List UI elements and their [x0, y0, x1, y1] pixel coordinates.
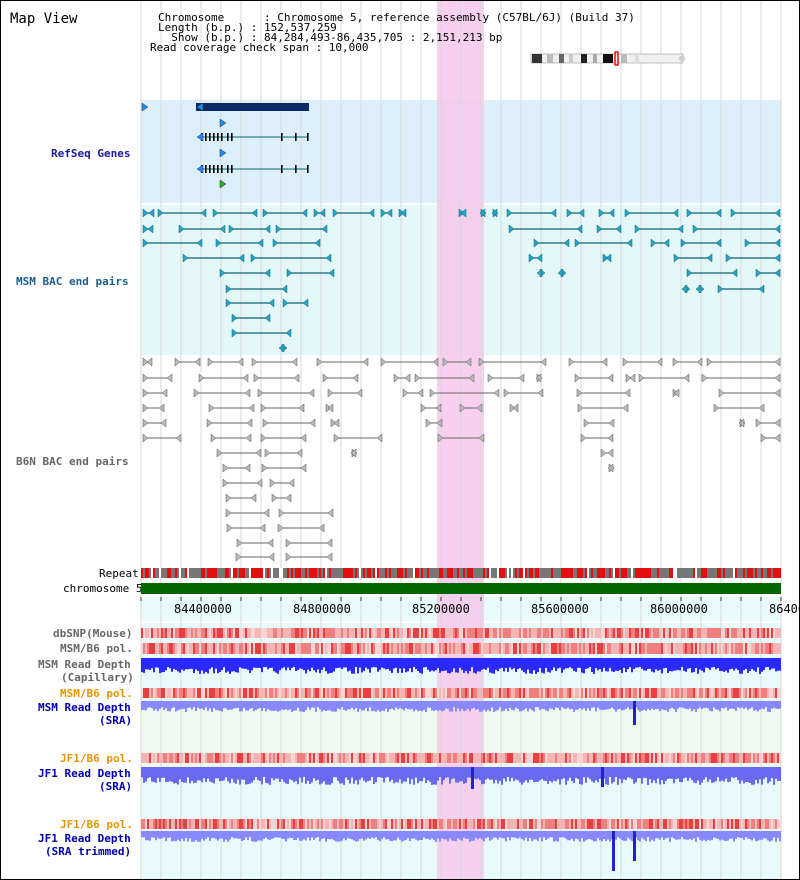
- jf1-depth-sra-label-2: (SRA): [99, 780, 133, 793]
- msm-depth-sra-label-1: MSM Read Depth: [38, 701, 131, 714]
- msm-bac-group: [142, 208, 781, 353]
- chromosome-label: chromosome 5: [63, 582, 143, 595]
- jf1-trim-label-2: (SRA trimmed): [45, 845, 132, 858]
- axis-tick-1: 84400000: [174, 602, 232, 616]
- jf1-pol-heat-2: [141, 819, 781, 829]
- jf1-pol-label-1: JF1/B6 pol.: [60, 752, 133, 765]
- b6n-bac-group: [142, 357, 781, 562]
- msm-b6-pol-label-1: MSM/B6 pol.: [60, 642, 133, 655]
- axis-tick-6: 86400000: [769, 602, 799, 616]
- jf1-trim-label-1: JF1 Read Depth: [38, 832, 131, 845]
- jf1-depth-sra: [141, 767, 781, 789]
- dbsnp-label: dbSNP(Mouse): [53, 627, 133, 640]
- show-info: Show (b.p.) : 84,284,493-86,435,705 : 2,…: [158, 31, 503, 44]
- axis-tick-4: 85600000: [531, 602, 589, 616]
- jf1-pol-heat-1: [141, 753, 781, 763]
- repeat-track: [141, 568, 781, 578]
- jf1-depth-sra-label-1: JF1 Read Depth: [38, 767, 131, 780]
- msm-depth-sra: [141, 701, 781, 725]
- msm-bac-label: MSM BAC end pairs: [16, 275, 129, 288]
- msm-depth-cap-label-2: (Capillary): [61, 671, 134, 684]
- msm-depth-capillary: [141, 658, 781, 674]
- repeat-label: Repeat: [99, 567, 139, 580]
- dbsnp-heat: [141, 628, 781, 638]
- chromosome-info: Chromosome : Chromosome 5, reference ass…: [158, 11, 635, 24]
- length-info: Length (b.p.) : 152,537,259: [158, 21, 337, 34]
- msm-b6-pol-heat-2: [141, 688, 781, 698]
- chromosome-bar: [141, 583, 781, 594]
- axis-tick-3: 85200000: [412, 602, 470, 616]
- msm-b6-pol-label-2: MSM/B6 pol.: [60, 687, 133, 700]
- coverage-span-info: Read coverage check span : 10,000: [150, 41, 369, 54]
- axis-tick-5: 86000000: [650, 602, 708, 616]
- refseq-gene-group: [141, 102, 309, 189]
- jf1-pol-label-2: JF1/B6 pol.: [60, 818, 133, 831]
- msm-depth-cap-label-1: MSM Read Depth: [38, 658, 131, 671]
- jf1-depth-trimmed: [141, 831, 781, 871]
- msm-depth-sra-label-2: (SRA): [99, 714, 133, 727]
- b6n-bac-label: B6N BAC end pairs: [16, 455, 129, 468]
- msm-b6-pol-heat-1: [141, 643, 781, 654]
- axis-ticks: [140, 597, 782, 601]
- axis-tick-2: 84800000: [293, 602, 351, 616]
- refseq-genes-label: RefSeq Genes: [51, 147, 131, 160]
- page-title: Map View: [10, 11, 78, 27]
